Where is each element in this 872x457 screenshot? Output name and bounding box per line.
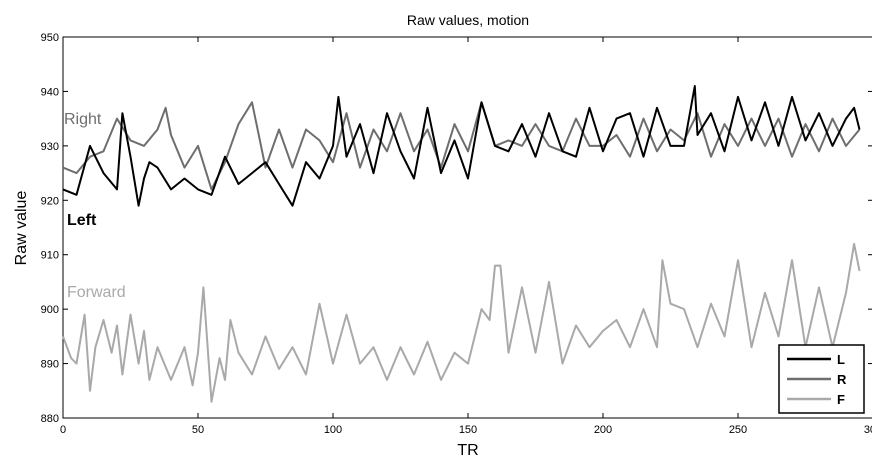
x-tick-label: 150 bbox=[459, 424, 477, 436]
legend-label-f: F bbox=[837, 392, 845, 407]
y-tick-label: 920 bbox=[41, 195, 59, 207]
series-line-l bbox=[62, 85, 861, 207]
chart-title: Raw values, motion bbox=[407, 12, 529, 28]
annotation-forward: Forward bbox=[67, 284, 126, 301]
x-tick-label: 300 bbox=[864, 424, 872, 436]
x-tick-label: 50 bbox=[192, 424, 204, 436]
x-tick-label: 100 bbox=[324, 424, 342, 436]
y-tick-label: 890 bbox=[41, 359, 59, 371]
series-line-f bbox=[62, 242, 861, 403]
x-axis-label: TR bbox=[457, 442, 478, 457]
axis-ticks: 0 50 100 150 200 250 300 880 890 900 910 920 930 940 9… bbox=[41, 32, 872, 436]
y-tick-label: 910 bbox=[41, 250, 59, 262]
series-line-r bbox=[62, 101, 861, 191]
x-tick-label: 200 bbox=[594, 424, 612, 436]
annotation-right: Right bbox=[64, 111, 102, 128]
y-tick-label: 940 bbox=[41, 86, 59, 98]
x-tick-label: 0 bbox=[60, 424, 66, 436]
y-axis-label: Raw value bbox=[13, 191, 30, 266]
y-tick-label: 880 bbox=[41, 413, 59, 425]
y-tick-label: 930 bbox=[41, 141, 59, 153]
legend-label-l: L bbox=[837, 352, 845, 367]
x-tick-label: 250 bbox=[729, 424, 747, 436]
legend: LRF bbox=[778, 344, 865, 414]
y-tick-label: 900 bbox=[41, 304, 59, 316]
series-layer bbox=[62, 85, 861, 403]
annotation-layer: Right Left Forward bbox=[64, 111, 126, 301]
annotation-left: Left bbox=[67, 212, 97, 229]
legend-label-r: R bbox=[837, 372, 847, 387]
y-tick-label: 950 bbox=[41, 32, 59, 44]
